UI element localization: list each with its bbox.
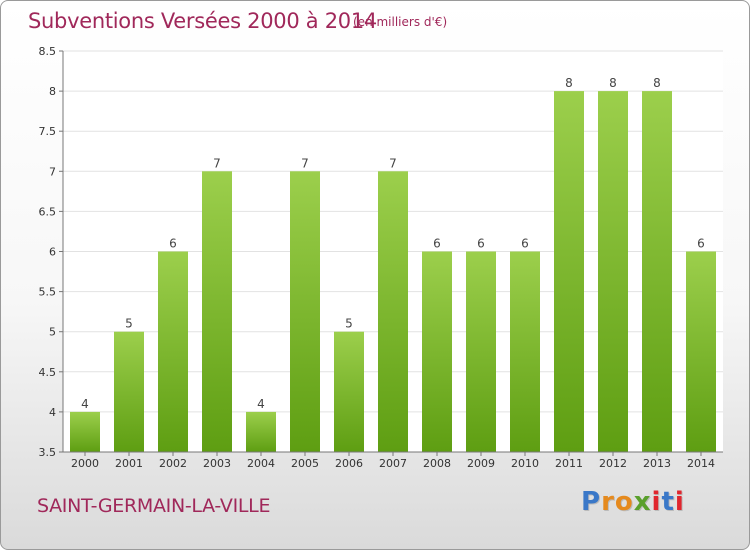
- bar: [378, 171, 408, 453]
- chart-title: Subventions Versées 2000 à 2014: [28, 9, 377, 33]
- bar-value-label: 7: [213, 156, 221, 170]
- logo-letter: t: [661, 487, 675, 517]
- x-tick-label: 2012: [599, 457, 627, 470]
- bar: [554, 91, 584, 452]
- logo-letter: i: [651, 487, 662, 517]
- bar: [422, 251, 452, 452]
- bar-value-label: 4: [257, 397, 265, 411]
- bar-value-label: 6: [433, 237, 441, 251]
- x-tick-label: 2001: [115, 457, 143, 470]
- y-tick-label: 7.5: [39, 125, 57, 138]
- y-tick-label: 3.5: [39, 446, 57, 459]
- bar: [158, 251, 188, 452]
- bar: [510, 251, 540, 452]
- bar-value-label: 7: [301, 156, 309, 170]
- logo-letter: P: [581, 487, 602, 517]
- y-tick-label: 6.5: [39, 205, 57, 218]
- bar-value-label: 6: [521, 237, 529, 251]
- x-tick-label: 2000: [71, 457, 99, 470]
- bar: [246, 411, 276, 452]
- bar-value-label: 5: [345, 317, 353, 331]
- x-tick-label: 2007: [379, 457, 407, 470]
- x-tick-label: 2004: [247, 457, 275, 470]
- y-tick-label: 8.5: [39, 45, 57, 58]
- bar-value-label: 5: [125, 317, 133, 331]
- y-tick-label: 4: [49, 406, 56, 419]
- bar-value-label: 7: [389, 156, 397, 170]
- bar: [290, 171, 320, 453]
- bar: [686, 251, 716, 452]
- bar-value-label: 6: [477, 237, 485, 251]
- bar-value-label: 8: [565, 76, 573, 90]
- bar-value-label: 8: [609, 76, 617, 90]
- y-tick-label: 7: [49, 165, 56, 178]
- bar: [598, 91, 628, 452]
- logo-letter: o: [614, 487, 634, 517]
- x-tick-label: 2003: [203, 457, 231, 470]
- x-tick-label: 2009: [467, 457, 495, 470]
- y-tick-label: 5: [49, 326, 56, 339]
- y-tick-label: 5.5: [39, 286, 57, 299]
- bar-value-label: 8: [653, 76, 661, 90]
- x-tick-label: 2011: [555, 457, 583, 470]
- x-tick-label: 2014: [687, 457, 715, 470]
- logo-letter: x: [633, 487, 652, 517]
- x-tick-label: 2006: [335, 457, 363, 470]
- city-name: SAINT-GERMAIN-LA-VILLE: [37, 495, 271, 517]
- bar: [70, 411, 100, 452]
- logo-letter: i: [674, 487, 685, 517]
- bar: [466, 251, 496, 452]
- logo-letter: r: [601, 487, 615, 517]
- bar: [202, 171, 232, 453]
- x-tick-label: 2013: [643, 457, 671, 470]
- bar: [114, 331, 144, 452]
- x-tick-label: 2005: [291, 457, 319, 470]
- bar-value-label: 4: [81, 397, 89, 411]
- bar-value-label: 6: [169, 237, 177, 251]
- bar: [334, 331, 364, 452]
- x-tick-label: 2002: [159, 457, 187, 470]
- x-tick-label: 2010: [511, 457, 539, 470]
- bar: [642, 91, 672, 452]
- x-tick-label: 2008: [423, 457, 451, 470]
- y-tick-label: 8: [49, 85, 56, 98]
- proxiti-logo: Proxiti: [581, 487, 685, 517]
- y-tick-label: 4.5: [39, 366, 57, 379]
- y-tick-label: 6: [49, 246, 56, 259]
- chart-unit: (en milliers d'€): [353, 15, 448, 29]
- bar-value-label: 6: [697, 237, 705, 251]
